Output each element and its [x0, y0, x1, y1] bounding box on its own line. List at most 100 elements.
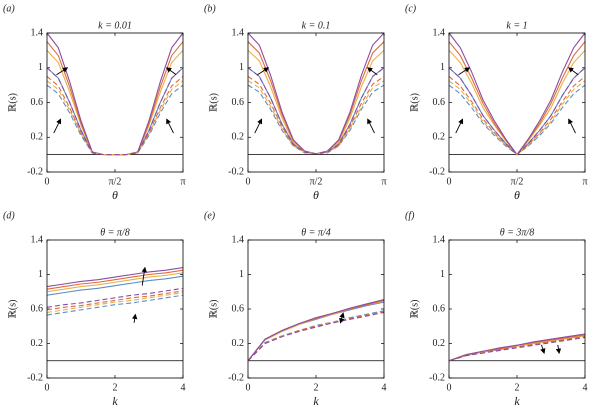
annotation-arrow	[165, 67, 177, 76]
x-tick-label: π	[180, 176, 185, 187]
plot-frame	[247, 239, 385, 379]
panel-label: (c)	[405, 3, 417, 14]
y-tick-label: 0.6	[232, 303, 245, 314]
x-axis-label: k	[514, 394, 520, 408]
y-tick-label: 0.2	[232, 132, 245, 143]
x-axis-label: k	[313, 394, 319, 408]
y-tick-label: -0.2	[429, 166, 445, 177]
series-line	[46, 267, 184, 288]
series-line	[448, 32, 586, 156]
x-tick-label: π/2	[310, 176, 323, 187]
series-line	[448, 336, 586, 362]
series-line	[46, 275, 184, 296]
series-line	[247, 311, 385, 362]
series-line	[247, 300, 385, 362]
series-line	[448, 335, 586, 362]
annotation-arrow	[56, 67, 69, 76]
x-tick-label: 0	[246, 382, 251, 393]
x-tick-label: 4	[382, 382, 387, 393]
x-axis-label: θ	[112, 188, 118, 202]
series-line	[448, 76, 586, 156]
y-tick-label: 1	[440, 269, 445, 280]
x-axis-label: k	[112, 394, 118, 408]
panel-title: θ = 3π/8	[500, 227, 534, 238]
x-tick-label: 0	[447, 382, 452, 393]
y-tick-label: 0.6	[31, 97, 44, 108]
series-line	[247, 75, 385, 155]
plot-frame	[448, 32, 586, 173]
y-tick-label: 0.6	[433, 97, 446, 108]
annotation-arrow	[568, 118, 576, 134]
y-tick-label: -0.2	[27, 166, 43, 177]
plot-frame	[46, 32, 184, 173]
annotation-arrow	[540, 344, 546, 355]
panel-title: θ = π/4	[301, 227, 330, 238]
series-line	[46, 292, 184, 313]
x-tick-label: π/2	[109, 176, 122, 187]
series-line	[46, 76, 184, 156]
y-tick-label: -0.2	[429, 372, 445, 383]
plot-frame	[46, 239, 184, 379]
y-tick-label: 0.2	[433, 338, 446, 349]
annotation-arrow	[53, 118, 62, 134]
x-tick-label: 0	[246, 176, 251, 187]
x-tick-label: π/2	[511, 176, 524, 187]
annotation-arrow	[455, 118, 464, 134]
series-line	[247, 67, 385, 155]
y-tick-label: -0.2	[228, 372, 244, 383]
y-tick-label: 1	[38, 62, 43, 73]
y-tick-label: 1	[239, 269, 244, 280]
y-tick-label: 0.2	[31, 132, 44, 143]
series-line	[448, 336, 586, 362]
panel-title: θ = π/8	[100, 227, 129, 238]
y-tick-label: 0.2	[31, 338, 44, 349]
series-line	[247, 301, 385, 362]
plot-frame	[448, 239, 586, 379]
series-line	[448, 67, 586, 156]
y-tick-label: -0.2	[228, 166, 244, 177]
panel-label: (a)	[3, 3, 15, 14]
annotation-arrow	[166, 118, 174, 134]
series-line	[448, 80, 586, 156]
y-tick-label: 1.4	[433, 27, 446, 38]
series-line	[448, 84, 586, 156]
y-tick-label: -0.2	[27, 372, 43, 383]
series-line	[247, 299, 385, 362]
annotation-arrow	[257, 67, 270, 76]
y-axis-label: ℝ(s)	[7, 93, 18, 112]
y-axis-label: ℝ(s)	[409, 300, 420, 319]
series-line	[448, 336, 586, 362]
panel-label: (d)	[3, 210, 15, 221]
series-line	[448, 67, 586, 156]
series-line	[247, 298, 385, 362]
x-tick-label: π	[381, 176, 386, 187]
x-axis-label: θ	[313, 188, 319, 202]
series-line	[46, 80, 184, 156]
x-tick-label: 2	[314, 382, 319, 393]
series-line	[247, 41, 385, 155]
series-line	[448, 333, 586, 362]
y-tick-label: 1.4	[31, 234, 44, 245]
series-line	[46, 84, 184, 156]
annotation-arrow	[141, 266, 147, 286]
series-line	[448, 336, 586, 362]
annotation-arrow	[339, 313, 345, 324]
x-tick-label: 0	[45, 176, 50, 187]
panel-label: (e)	[204, 210, 216, 221]
panel-title: k = 1	[506, 20, 527, 31]
y-axis-label: ℝ(s)	[409, 93, 420, 112]
annotation-arrow	[254, 118, 263, 134]
x-tick-label: 4	[181, 382, 186, 393]
annotation-arrow	[458, 67, 471, 76]
annotation-arrow	[366, 67, 378, 76]
annotation-arrow	[567, 67, 579, 76]
x-tick-label: π	[582, 176, 587, 187]
panel-label: (b)	[204, 3, 216, 14]
y-tick-label: 1	[239, 62, 244, 73]
plot-frame	[247, 32, 385, 173]
series-line	[247, 311, 385, 362]
x-tick-label: 2	[113, 382, 118, 393]
y-tick-label: 0.2	[232, 338, 245, 349]
series-line	[247, 84, 385, 155]
